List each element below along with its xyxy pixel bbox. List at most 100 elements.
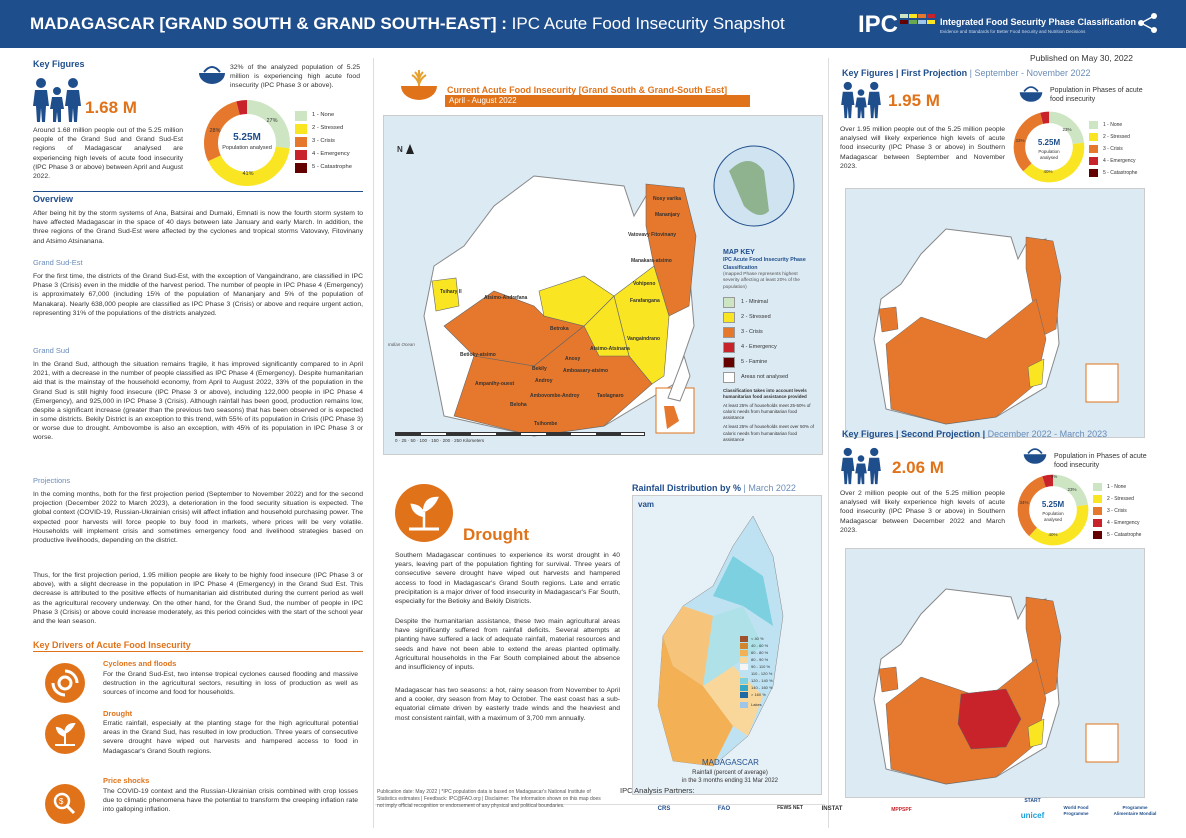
- donut-slice-phase-4: [1040, 111, 1050, 124]
- people-icon-proj1: [841, 81, 881, 119]
- district-label: Mananjary: [655, 212, 680, 218]
- partner-logo-fews: FEWS NET: [777, 805, 803, 811]
- food-bowl-icon-proj2: [1023, 448, 1047, 464]
- ipc-logo-colors: [900, 14, 936, 34]
- donut-slice-phase-4: [1042, 474, 1054, 488]
- district-label: Nosy varika: [653, 196, 682, 202]
- overview-p2: For the first time, the districts of the…: [33, 273, 363, 317]
- district-label: Ambovombe-Androy: [530, 393, 580, 399]
- driver-title-cyclones: Cyclones and floods: [103, 659, 177, 668]
- donut-slice-phase-2: [1029, 504, 1089, 546]
- partner-logo-wfp: World Food Programme: [1063, 805, 1089, 817]
- proj1-pct-3: 33%: [1015, 138, 1025, 143]
- price-shock-icon: $: [45, 784, 85, 824]
- donut-slice-phase-2: [1023, 142, 1085, 183]
- proj2-donut: [1017, 474, 1089, 546]
- ipc-logo-text: IPC: [858, 11, 899, 38]
- rainfall-map: [632, 495, 822, 795]
- proj1-pct-1: 23%: [1062, 127, 1072, 132]
- footer-note: Publication date: May 2022 | *IPC popula…: [377, 789, 601, 809]
- proj2-ipc-map: [845, 548, 1145, 798]
- phase-legend: 1 - None 2 - Stressed 3 - Crisis 4 - Eme…: [295, 109, 352, 174]
- svg-text:$: $: [59, 797, 64, 806]
- proj2-donut-center: 5.25M Population analysed: [1041, 500, 1065, 522]
- partners-title: IPC Analysis Partners:: [620, 786, 695, 795]
- key-figure-text: Around 1.68 million people out of the 5.…: [33, 127, 183, 180]
- district-label: Betroka: [550, 326, 569, 332]
- current-map-title: Current Acute Food Insecurity [Grand Sou…: [447, 85, 728, 95]
- district-label: Atsimo-Atsinana: [590, 346, 630, 352]
- projections-heading: Projections: [33, 476, 71, 485]
- rainfall-country: MADAGASCAR: [702, 758, 759, 767]
- donut-slice-phase-1: [246, 100, 290, 149]
- north-arrow-label: N: [397, 145, 403, 154]
- district-label: Atsimo-Andrefana: [484, 295, 528, 301]
- partner-logo-unicef: unicef: [1020, 811, 1045, 820]
- rainfall-caption: Rainfall (percent of average) in the 3 mo…: [681, 770, 779, 785]
- proj2-pct-1: 23%: [1067, 487, 1077, 492]
- proj1-pct-2: 40%: [1043, 169, 1053, 174]
- drought-p2: Despite the humanitarian assistance, the…: [395, 618, 620, 671]
- partner-logo-start: START: [1024, 798, 1041, 804]
- donut-slice-phase-1: [1052, 474, 1088, 507]
- header-bar: MADAGASCAR [GRAND SOUTH & GRAND SOUTH-EA…: [0, 0, 1186, 48]
- driver-title-prices: Price shocks: [103, 776, 150, 785]
- proj2-phase-legend: 1 - None 2 - Stressed 3 - Crisis 4 - Eme…: [1093, 481, 1141, 541]
- district-label: Amboasary-atsimo: [563, 368, 609, 374]
- proj2-number: 2.06 M: [892, 458, 944, 477]
- share-icon[interactable]: [1136, 11, 1160, 35]
- district-label: Vatovavy Fitovinany: [628, 232, 677, 238]
- donut-pct-1: 27%: [266, 118, 278, 124]
- overview-p4: In the coming months, both for the first…: [33, 491, 363, 544]
- district-label: Manakara-atsimo: [631, 258, 672, 264]
- current-ipc-map: [383, 115, 823, 455]
- driver-title-drought: Drought: [103, 709, 133, 718]
- proj2-pct-2: 40%: [1048, 532, 1058, 537]
- proj2-text: Over 2 million people out of the 5.25 mi…: [840, 490, 1005, 534]
- grand-sud-est-heading: Grand Sud-Est: [33, 258, 83, 267]
- published-date: Published on May 30, 2022: [1030, 53, 1134, 63]
- partner-logo-pam: Programme Alimentaire Mondial: [1113, 805, 1157, 817]
- district-label: Beloha: [510, 402, 527, 408]
- district-label: Farafangana: [630, 298, 660, 304]
- drought-icon: [45, 714, 85, 754]
- drought-p3: Madagascar has two seasons: a hot, rainy…: [395, 687, 620, 722]
- food-bowl-icon: [199, 66, 225, 84]
- scale-bar: [395, 432, 645, 436]
- partner-logo-crs: CRS: [657, 806, 671, 812]
- district-label: Vangaindrano: [627, 336, 661, 342]
- proj1-donut-title: Population in Phases of acute food insec…: [1050, 87, 1143, 104]
- proj1-text: Over 1.95 million people out of the 5.25…: [840, 126, 1005, 170]
- drought-title: Drought: [463, 525, 530, 544]
- district-label: Tsihombe: [534, 421, 558, 427]
- district-label: Tsihary II: [440, 289, 462, 295]
- proj2-pct-3: 34%: [1019, 500, 1029, 505]
- map-key: MAP KEY IPC Acute Food Insecurity Phase …: [723, 249, 815, 442]
- scale-bar-labels: 0 · 25 · 50 · 100 · 150 · 200 · 250 Kilo…: [395, 438, 485, 443]
- proj1-donut-center: 5.25M Population analysed: [1037, 138, 1061, 160]
- food-bowl-icon-proj1: [1019, 86, 1043, 102]
- ipc-logo-name: Integrated Food Security Phase Classific…: [940, 17, 1137, 27]
- overview-p1: After being hit by the storm systems of …: [33, 210, 363, 245]
- district-label: Androy: [535, 378, 553, 384]
- key-figure-intro: 32% of the analyzed population of 5.25 m…: [230, 64, 360, 90]
- ipc-logo-tagline: Evidence and Standards for Better Food S…: [940, 29, 1086, 34]
- district-label: Bekily: [532, 366, 547, 372]
- district-label: Vohipeno: [633, 281, 656, 287]
- district-label: Betioky-atsimo: [460, 352, 496, 358]
- drought-section-icon: [395, 484, 453, 542]
- donut-slice-phase-1: [1048, 111, 1085, 145]
- population-donut: [204, 100, 290, 186]
- key-drivers-title: Key Drivers of Acute Food Insecurity: [33, 640, 191, 650]
- people-icon: [33, 78, 81, 122]
- cyclone-icon: [45, 663, 85, 703]
- page-title: MADAGASCAR [GRAND SOUTH & GRAND SOUTH-EA…: [30, 14, 785, 33]
- donut-slice-phase-4: [236, 100, 248, 115]
- donut-slice-phase-3: [1013, 112, 1044, 172]
- district-label: Ampanihy-ouest: [475, 381, 515, 387]
- proj2-donut-title: Population in Phases of acute food insec…: [1054, 453, 1147, 470]
- proj1-number: 1.95 M: [888, 91, 940, 110]
- donut-pct-2: 41%: [242, 171, 254, 177]
- partner-logo-instat: INSTAT: [821, 806, 843, 812]
- proj1-phase-legend: 1 - None 2 - Stressed 3 - Crisis 4 - Eme…: [1089, 119, 1137, 179]
